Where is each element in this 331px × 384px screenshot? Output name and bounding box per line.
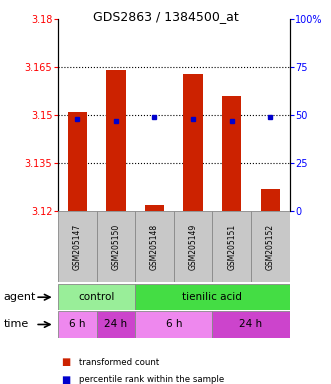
Text: control: control — [78, 292, 115, 302]
Text: transformed count: transformed count — [79, 358, 160, 367]
Bar — [58, 311, 97, 338]
Text: agent: agent — [3, 292, 36, 302]
Text: tienilic acid: tienilic acid — [182, 292, 242, 302]
Text: GSM205148: GSM205148 — [150, 223, 159, 270]
Bar — [106, 70, 125, 211]
Text: time: time — [3, 319, 28, 329]
Bar — [135, 211, 174, 282]
Bar — [97, 211, 135, 282]
Text: 24 h: 24 h — [104, 319, 127, 329]
Bar — [97, 311, 135, 338]
Bar — [145, 205, 164, 211]
Text: GSM205150: GSM205150 — [111, 223, 120, 270]
Text: GSM205152: GSM205152 — [266, 223, 275, 270]
Bar — [213, 311, 290, 338]
Text: 6 h: 6 h — [166, 319, 182, 329]
Bar — [222, 96, 241, 211]
Text: GDS2863 / 1384500_at: GDS2863 / 1384500_at — [93, 10, 238, 23]
Bar — [58, 284, 135, 310]
Bar — [251, 211, 290, 282]
Text: ■: ■ — [61, 375, 71, 384]
Bar — [174, 211, 213, 282]
Bar — [135, 284, 290, 310]
Text: GSM205147: GSM205147 — [73, 223, 82, 270]
Text: GSM205151: GSM205151 — [227, 223, 236, 270]
Bar — [135, 311, 213, 338]
Bar — [58, 211, 97, 282]
Text: percentile rank within the sample: percentile rank within the sample — [79, 375, 225, 384]
Text: GSM205149: GSM205149 — [189, 223, 198, 270]
Text: 24 h: 24 h — [239, 319, 262, 329]
Text: ■: ■ — [61, 358, 71, 367]
Bar — [213, 211, 251, 282]
Bar — [260, 189, 280, 211]
Text: 6 h: 6 h — [69, 319, 85, 329]
Bar — [68, 112, 87, 211]
Bar — [183, 74, 203, 211]
